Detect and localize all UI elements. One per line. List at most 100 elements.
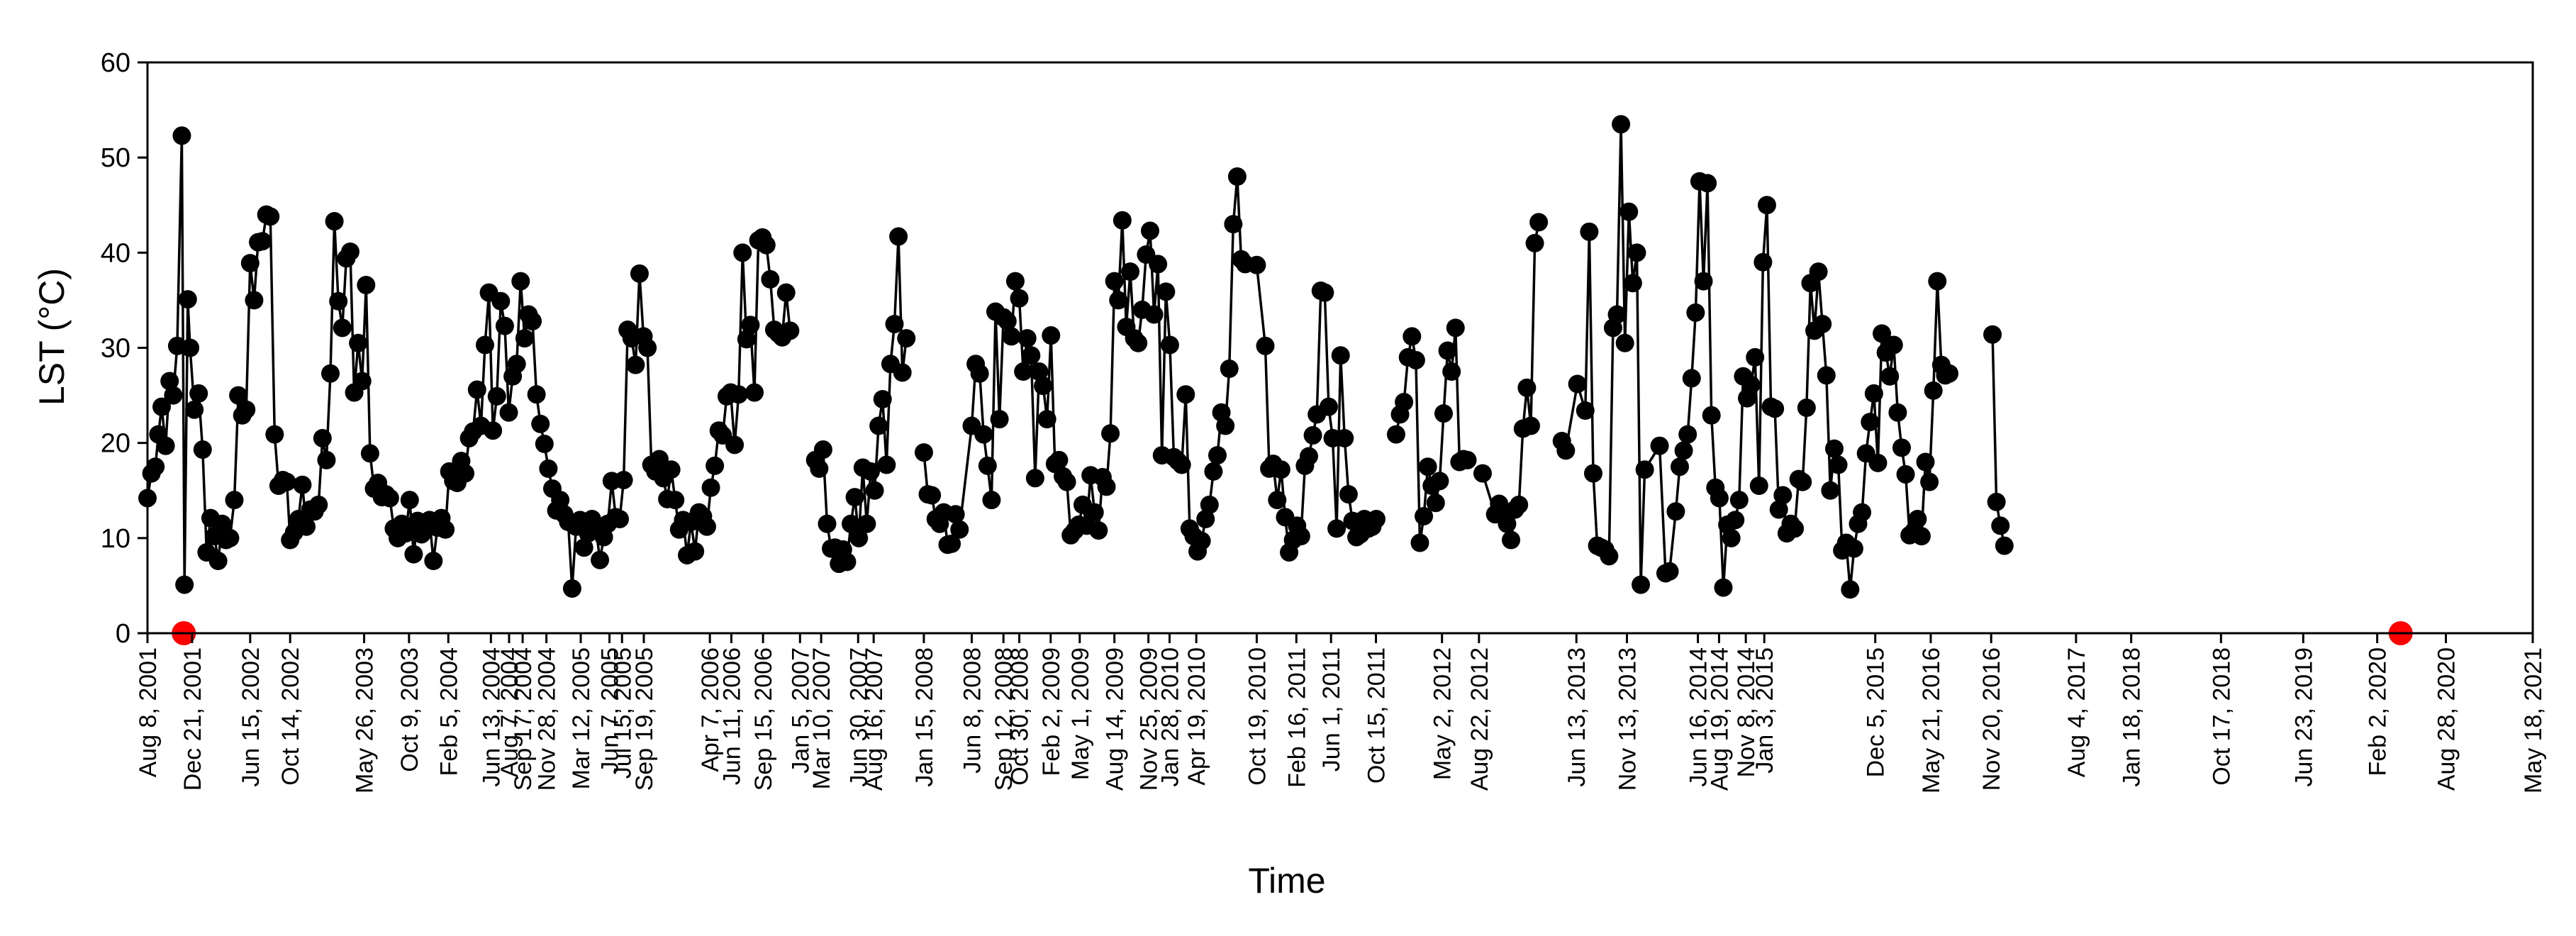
data-point xyxy=(1702,406,1721,425)
data-point xyxy=(1666,502,1685,521)
data-point xyxy=(1797,399,1816,418)
data-point xyxy=(160,372,179,391)
data-point xyxy=(914,443,933,462)
data-point xyxy=(156,436,175,455)
data-point xyxy=(1196,510,1215,528)
data-point xyxy=(998,311,1017,330)
x-tick-label: Jan 28, 2010 xyxy=(1156,647,1183,787)
data-point xyxy=(360,444,379,463)
x-tick-label: Jun 15, 2002 xyxy=(238,647,264,787)
data-point xyxy=(515,329,534,348)
x-tick-label: Aug 14, 2009 xyxy=(1102,647,1129,791)
x-tick-label: Apr 19, 2010 xyxy=(1183,647,1210,786)
data-point xyxy=(745,383,764,402)
data-point xyxy=(1844,539,1863,558)
data-point xyxy=(1940,364,1959,383)
data-point xyxy=(1109,291,1128,310)
data-point xyxy=(1319,397,1338,416)
y-tick-label: 40 xyxy=(101,238,130,268)
data-point xyxy=(1694,272,1713,291)
data-point xyxy=(1916,452,1935,472)
data-point xyxy=(741,316,760,335)
data-point xyxy=(1216,416,1235,435)
data-point xyxy=(551,491,570,510)
data-point xyxy=(297,517,316,536)
data-point xyxy=(1002,327,1021,346)
data-point xyxy=(193,440,212,459)
data-point xyxy=(1746,347,1765,367)
data-point xyxy=(309,495,328,514)
data-point xyxy=(1813,314,1832,333)
data-point xyxy=(1580,222,1599,241)
data-point xyxy=(229,386,248,405)
x-tick-label: Dec 5, 2015 xyxy=(1863,647,1890,777)
y-tick-label: 10 xyxy=(101,524,130,554)
x-tick-label: May 1, 2009 xyxy=(1067,647,1094,780)
data-point xyxy=(1406,350,1425,369)
x-tick-label: Aug 28, 2020 xyxy=(2433,647,2460,791)
data-point xyxy=(221,528,240,547)
x-tick-label: Aug 7, 2004 xyxy=(496,647,523,777)
data-point xyxy=(776,283,796,302)
data-point xyxy=(1896,464,1915,484)
x-tick-label: Mar 12, 2005 xyxy=(568,647,595,789)
data-point xyxy=(499,403,518,422)
x-tick-label: Aug 22, 2012 xyxy=(1466,647,1493,791)
data-point xyxy=(1714,578,1733,597)
data-point xyxy=(1502,530,1521,550)
data-point xyxy=(1426,494,1445,513)
data-point xyxy=(1034,377,1053,396)
data-point xyxy=(1576,401,1595,420)
data-point xyxy=(1892,438,1911,457)
data-point xyxy=(1698,174,1717,193)
x-tick-label: Oct 17, 2018 xyxy=(2208,647,2235,786)
data-point xyxy=(185,400,204,419)
data-point xyxy=(725,435,745,455)
x-tick-label: Oct 9, 2003 xyxy=(396,647,423,772)
x-tick-label: Nov 13, 2013 xyxy=(1614,647,1641,791)
data-point xyxy=(614,470,633,489)
data-point xyxy=(1607,305,1627,324)
x-tick-label: Jun 7, 2005 xyxy=(597,647,624,774)
data-point xyxy=(1928,272,1947,291)
data-point xyxy=(1057,472,1076,491)
x-tick-label: Nov 8, 2014 xyxy=(1733,647,1760,777)
data-point xyxy=(837,552,857,572)
data-point xyxy=(1888,403,1907,422)
data-point xyxy=(574,538,593,557)
data-point xyxy=(942,534,961,553)
data-point xyxy=(146,457,165,477)
data-point xyxy=(172,126,191,145)
x-tick-label: Feb 16, 2011 xyxy=(1283,647,1310,788)
data-point xyxy=(950,520,969,539)
data-point xyxy=(1121,262,1140,282)
y-tick-label: 20 xyxy=(101,429,130,459)
x-tick-label: Nov 20, 2016 xyxy=(1978,647,2005,791)
data-point xyxy=(1650,436,1669,455)
data-point xyxy=(1757,196,1776,215)
data-point xyxy=(1339,485,1358,504)
data-point xyxy=(982,491,1001,510)
data-point xyxy=(1793,472,1812,491)
data-point xyxy=(842,514,861,533)
data-point xyxy=(325,212,344,231)
data-point xyxy=(436,520,455,539)
data-point xyxy=(1635,460,1654,479)
data-point xyxy=(1660,562,1679,581)
data-point xyxy=(1208,446,1227,465)
data-point xyxy=(1042,326,1061,345)
data-point xyxy=(1753,252,1773,272)
data-point xyxy=(535,435,554,454)
data-point xyxy=(970,364,989,383)
data-point xyxy=(1773,486,1792,505)
data-point xyxy=(1410,533,1429,552)
data-point xyxy=(1600,547,1619,566)
data-point xyxy=(1619,202,1639,221)
x-tick-label: Jan 5, 2007 xyxy=(787,647,814,774)
data-point xyxy=(1418,457,1437,477)
x-tick-label: Jan 3, 2015 xyxy=(1751,647,1778,774)
data-point xyxy=(261,207,280,226)
data-point xyxy=(1176,385,1195,404)
data-point xyxy=(1315,283,1334,302)
